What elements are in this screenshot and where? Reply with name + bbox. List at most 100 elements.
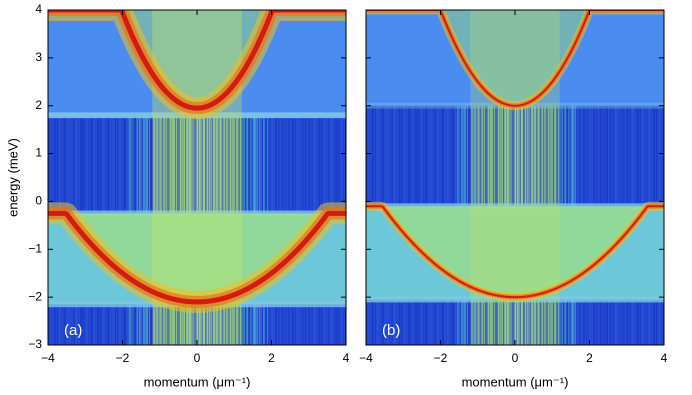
streak <box>115 304 117 345</box>
streak <box>229 115 232 214</box>
streak <box>568 105 570 207</box>
streak <box>223 304 225 345</box>
streak <box>433 105 435 207</box>
streak <box>648 299 651 345</box>
streak <box>296 304 299 345</box>
streak <box>240 115 242 214</box>
streak <box>558 105 560 207</box>
streak <box>500 105 502 207</box>
streak <box>597 299 600 345</box>
x-tick-label: 0 <box>512 351 519 365</box>
streak <box>341 115 343 214</box>
streak <box>232 304 234 345</box>
streak <box>611 299 613 345</box>
streak <box>460 299 463 345</box>
streak <box>578 105 580 207</box>
streak <box>269 115 271 214</box>
streak <box>165 304 167 345</box>
streak <box>103 115 105 214</box>
streak <box>339 115 342 214</box>
streak <box>605 105 607 207</box>
streak <box>219 304 222 345</box>
x-tick-label: 0 <box>194 351 201 365</box>
streak <box>326 115 329 214</box>
streak <box>95 304 97 345</box>
streak <box>417 299 419 345</box>
streak <box>320 304 322 345</box>
streak <box>155 115 157 214</box>
streak <box>300 304 302 345</box>
streak <box>614 105 617 207</box>
streak <box>138 304 141 345</box>
dispersion <box>366 10 664 107</box>
streak <box>403 299 405 345</box>
streak <box>326 304 329 345</box>
streak <box>240 304 242 345</box>
streak <box>145 115 147 214</box>
streak <box>78 115 81 214</box>
streak <box>403 105 405 207</box>
streak <box>128 115 131 214</box>
streak <box>82 304 84 345</box>
streak <box>113 304 115 345</box>
streak <box>659 105 661 207</box>
streak <box>215 304 217 345</box>
streak <box>165 115 167 214</box>
streak <box>437 105 440 207</box>
streak <box>369 299 372 345</box>
streak <box>591 299 593 345</box>
streak <box>51 115 54 214</box>
streak <box>410 105 413 207</box>
streak <box>329 115 332 214</box>
streak <box>574 299 577 345</box>
streak <box>436 105 439 207</box>
streak <box>183 304 185 345</box>
streak <box>490 105 492 207</box>
x-tick-label: −2 <box>434 351 448 365</box>
y-tick-label: 0 <box>35 194 42 208</box>
streak <box>310 304 312 345</box>
streak <box>607 299 610 345</box>
streak <box>464 299 467 345</box>
streak <box>183 115 185 214</box>
streak <box>380 105 382 207</box>
streak <box>545 299 547 345</box>
streak <box>651 105 653 207</box>
streak <box>622 105 623 207</box>
streak <box>444 299 447 345</box>
streak <box>266 304 269 345</box>
streak <box>297 304 300 345</box>
streak <box>179 115 182 214</box>
streak <box>190 115 192 214</box>
streak <box>130 115 132 214</box>
streak <box>388 299 390 345</box>
streak <box>176 304 177 345</box>
upper-cone <box>48 10 346 109</box>
streak <box>320 115 322 214</box>
streak <box>628 105 630 207</box>
streak <box>198 304 201 345</box>
streak <box>404 105 407 207</box>
streak <box>86 304 89 345</box>
panel-label: (b) <box>382 322 400 339</box>
streak <box>215 115 217 214</box>
streak <box>302 115 304 214</box>
y-tick-label: 1 <box>35 146 42 160</box>
streak <box>316 304 319 345</box>
streak <box>250 304 252 345</box>
y-tick-label: −2 <box>28 289 42 303</box>
streak <box>458 105 460 207</box>
streak <box>460 105 463 207</box>
streak <box>132 115 134 214</box>
streak <box>427 105 430 207</box>
streak <box>279 115 282 214</box>
streak <box>323 304 325 345</box>
streak <box>260 304 262 345</box>
streak <box>543 105 545 207</box>
streak <box>232 115 234 214</box>
streak <box>156 304 159 345</box>
x-tick-label: −2 <box>116 351 130 365</box>
streak <box>200 115 202 214</box>
streak <box>130 304 132 345</box>
streak <box>149 304 151 345</box>
